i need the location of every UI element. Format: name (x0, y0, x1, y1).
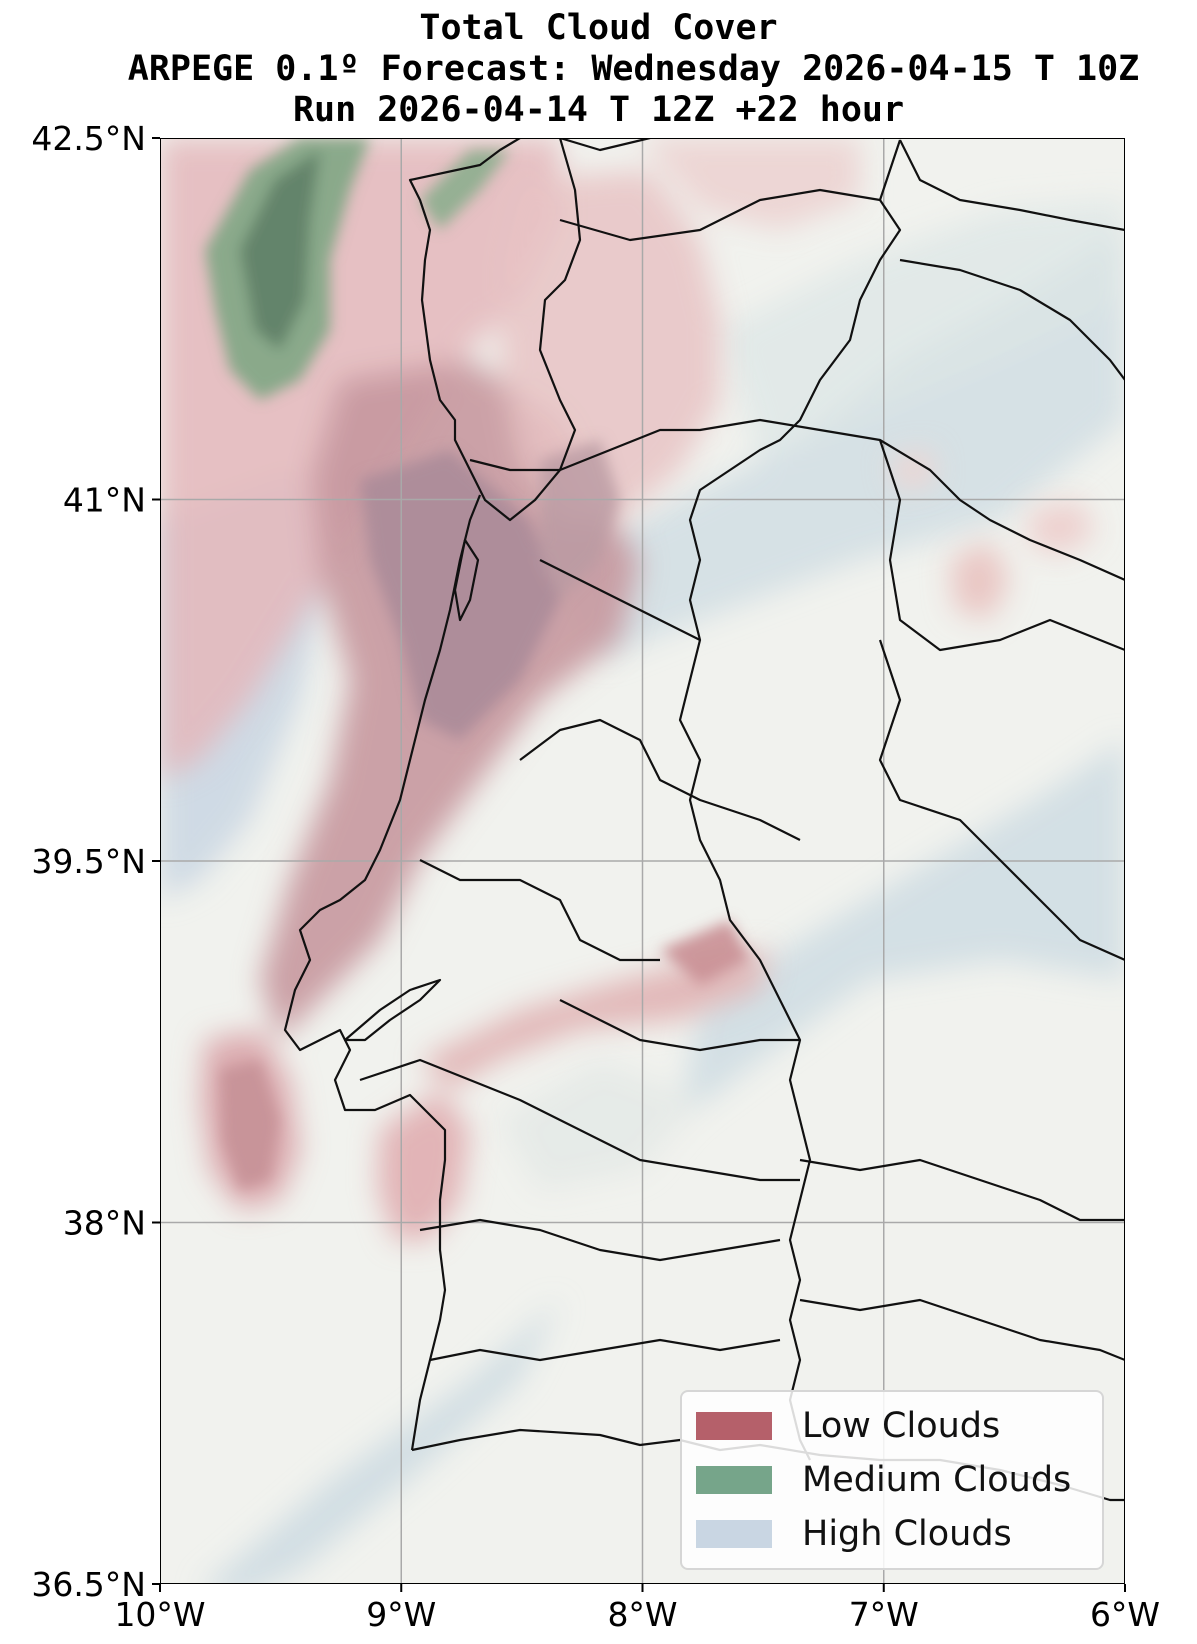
x-axis-ticks: 10°W 9°W 8°W 7°W 6°W (114, 1584, 1160, 1634)
spain-province-boundary-4 (799, 1298, 1125, 1362)
map-title: Total Cloud Cover ARPEGE 0.1º Forecast: … (0, 8, 1197, 131)
y-tick-label-4: 36.5°N (31, 1565, 146, 1604)
medium-cloud-layer (205, 138, 510, 400)
medium-cloud-north-coast (420, 150, 510, 230)
district-boundary-2 (539, 559, 701, 641)
spain-province-boundary-2 (878, 639, 1125, 962)
legend-swatch-high-clouds (696, 1520, 772, 1548)
title-line-3: Run 2026-04-14 T 12Z +22 hour (292, 90, 905, 130)
spain-province-boundary-1 (878, 439, 1125, 652)
coastline-west (283, 494, 482, 1451)
low-cloud-core-tagus (660, 920, 750, 985)
low-cloud-core-inland (540, 440, 620, 600)
low-cloud-east-patch-2 (1030, 500, 1095, 555)
x-tick-label-4: 6°W (1090, 1595, 1160, 1634)
legend: Low Clouds Medium Clouds High Clouds (680, 1390, 1104, 1570)
district-boundary-6 (359, 1058, 800, 1182)
low-cloud-tagus-band (420, 950, 770, 1090)
legend-label-low-clouds: Low Clouds (802, 1406, 1001, 1446)
aveiro-lagoon (453, 538, 480, 622)
district-boundary-5 (559, 999, 800, 1052)
legend-label-high-clouds: High Clouds (802, 1514, 1012, 1554)
legend-item-low-clouds: Low Clouds (696, 1406, 1000, 1446)
low-cloud-north-interior (640, 138, 860, 230)
title-line-1: Total Cloud Cover (419, 8, 778, 48)
legend-item-medium-clouds: Medium Clouds (696, 1460, 1071, 1500)
low-cloud-east-patch-3 (890, 450, 935, 490)
portugal-spain-border-east (678, 199, 902, 1461)
high-cloud-south-band (207, 1300, 560, 1584)
district-boundary-7 (419, 1218, 781, 1262)
spain-province-boundary-3 (799, 1158, 1125, 1222)
y-tick-label-2: 39.5°N (31, 842, 146, 881)
title-line-2: ARPEGE 0.1º Forecast: Wednesday 2026-04-… (127, 49, 1140, 89)
legend-item-high-clouds: High Clouds (696, 1514, 1012, 1554)
low-cloud-core-layer (220, 440, 750, 1190)
y-tick-label-3: 38°N (63, 1204, 146, 1243)
x-tick-label-0: 10°W (114, 1595, 205, 1634)
low-cloud-core-southwest (220, 1060, 280, 1190)
map-plot-area (160, 138, 1125, 1584)
high-cloud-southeast (500, 1060, 700, 1190)
low-cloud-east-patch-1 (950, 540, 1010, 620)
tagus-estuary (343, 978, 442, 1042)
high-cloud-northeast (720, 200, 1125, 460)
low-cloud-inland-north (500, 170, 720, 520)
x-tick-label-2: 8°W (607, 1595, 677, 1634)
legend-label-medium-clouds: Medium Clouds (802, 1460, 1072, 1500)
district-boundary-4 (419, 859, 660, 962)
y-tick-label-0: 42.5°N (31, 119, 146, 158)
x-tick-label-3: 7°W (849, 1595, 919, 1634)
legend-swatch-medium-clouds (696, 1466, 772, 1494)
high-cloud-east-band (680, 740, 1125, 1120)
low-cloud-core-coast (360, 450, 560, 740)
spain-province-boundary-5 (899, 139, 1125, 232)
y-axis-ticks: 42.5°N 41°N 39.5°N 38°N 36.5°N (31, 119, 160, 1604)
spain-province-boundary-6 (899, 258, 1125, 381)
y-tick-label-1: 41°N (63, 481, 146, 520)
district-boundary-3 (519, 718, 801, 841)
medium-cloud-northwest-core (240, 150, 320, 350)
district-boundary-8 (429, 1338, 781, 1362)
coastline (408, 138, 582, 522)
x-tick-label-1: 9°W (366, 1595, 436, 1634)
legend-swatch-low-clouds (696, 1412, 772, 1440)
district-boundary-1 (469, 418, 1125, 582)
